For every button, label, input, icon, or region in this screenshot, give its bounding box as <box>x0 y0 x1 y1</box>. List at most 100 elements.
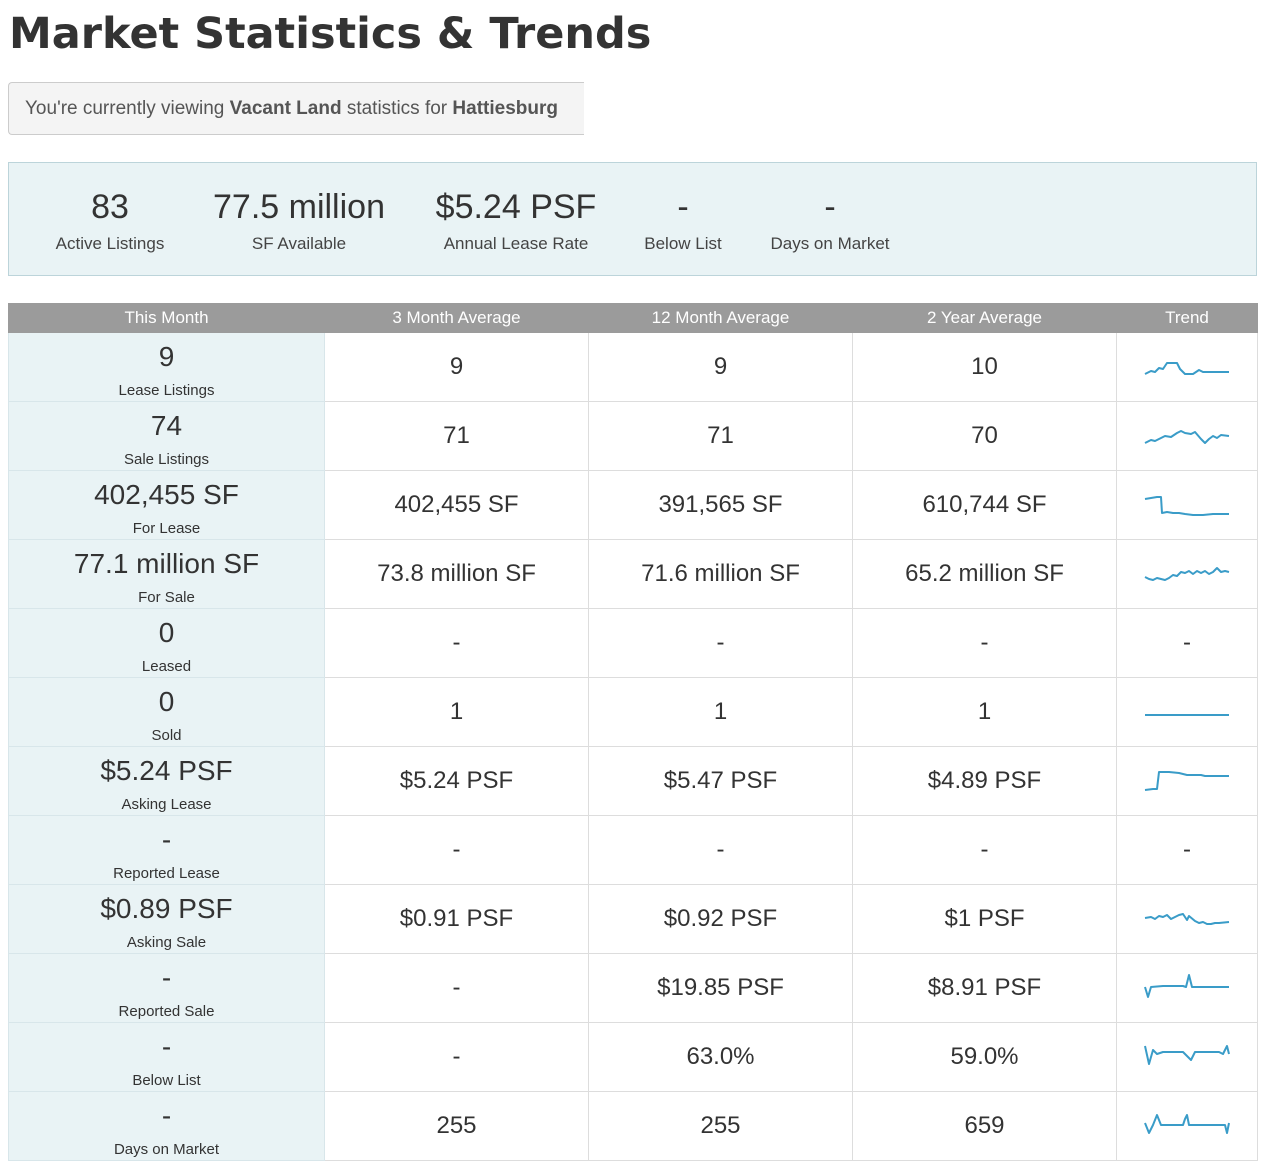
trend-empty: - <box>1183 836 1191 863</box>
average-value: - <box>452 1043 461 1070</box>
twelve-month-average-cell: - <box>588 608 853 678</box>
trend-line <box>1144 567 1230 581</box>
two-year-average-cell: 10 <box>852 332 1117 402</box>
this-month-value: $5.24 PSF <box>100 755 233 786</box>
summary-label: Days on Market <box>770 234 890 253</box>
trend-sparkline <box>1144 430 1230 444</box>
summary-panel: 83 Active Listings 77.5 million SF Avail… <box>8 162 1257 276</box>
this-month-cell: 74 Sale Listings <box>8 401 325 471</box>
three-month-average-cell: 255 <box>324 1091 589 1161</box>
trend-sparkline <box>1144 567 1230 581</box>
this-month-cell: - Reported Lease <box>8 815 325 885</box>
average-value: $8.91 PSF <box>927 974 1042 1001</box>
trend-cell <box>1116 1022 1258 1092</box>
average-value: - <box>716 629 725 656</box>
metric-label: Days on Market <box>113 1141 220 1158</box>
average-value: 1 <box>713 698 728 725</box>
two-year-average-cell: 1 <box>852 677 1117 747</box>
table-row: 402,455 SF For Lease 402,455 SF 391,565 SF 6… <box>8 470 1258 540</box>
twelve-month-average-cell: $19.85 PSF <box>588 953 853 1023</box>
summary-value: $5.24 PSF <box>435 188 597 226</box>
summary-label: SF Available <box>251 234 347 253</box>
stats-table: This Month 3 Month Average 12 Month Aver… <box>8 303 1258 1161</box>
trend-line <box>1144 1114 1230 1134</box>
average-value: $19.85 PSF <box>657 974 784 1001</box>
average-value: 1 <box>977 698 992 725</box>
trend-sparkline <box>1145 714 1229 716</box>
average-value: 73.8 million SF <box>377 560 536 587</box>
this-month-cell: 0 Sold <box>8 677 325 747</box>
metric-label: Below List <box>132 1072 201 1089</box>
table-row: 0 Leased - - - - <box>8 608 1258 678</box>
summary-value: - <box>677 188 689 226</box>
table-row: - Reported Lease - - - - <box>8 815 1258 885</box>
trend-sparkline <box>1144 974 1229 998</box>
trend-cell <box>1116 332 1258 402</box>
three-month-average-cell: - <box>324 608 589 678</box>
table-row: - Days on Market 255 255 659 <box>8 1091 1258 1161</box>
this-month-value: - <box>161 962 172 993</box>
summary-value: - <box>824 188 836 226</box>
trend-cell <box>1116 401 1258 471</box>
this-month-value: 74 <box>150 410 183 441</box>
average-value: $1 PSF <box>944 905 1025 932</box>
viewing-notice: You're currently viewing Vacant Land sta… <box>8 82 584 135</box>
average-value: 65.2 million SF <box>905 560 1064 587</box>
this-month-cell: - Days on Market <box>8 1091 325 1161</box>
trend-cell <box>1116 746 1258 816</box>
trend-cell <box>1116 470 1258 540</box>
average-value: 1 <box>449 698 464 725</box>
average-value: 59.0% <box>950 1043 1019 1070</box>
summary-value: 83 <box>91 188 129 226</box>
metric-label: For Lease <box>132 520 201 537</box>
this-month-cell: 9 Lease Listings <box>8 332 325 402</box>
metric-label: Reported Sale <box>118 1003 215 1020</box>
trend-line <box>1144 1045 1230 1065</box>
two-year-average-cell: - <box>852 608 1117 678</box>
trend-line <box>1144 913 1230 925</box>
average-value: - <box>452 974 461 1001</box>
trend-sparkline <box>1144 496 1229 516</box>
three-month-average-cell: $5.24 PSF <box>324 746 589 816</box>
table-row: - Reported Sale - $19.85 PSF $8.91 PSF <box>8 953 1258 1023</box>
twelve-month-average-cell: 391,565 SF <box>588 470 853 540</box>
average-value: $5.47 PSF <box>663 767 778 794</box>
average-value: $5.24 PSF <box>399 767 514 794</box>
trend-cell: - <box>1116 608 1258 678</box>
two-year-average-cell: 659 <box>852 1091 1117 1161</box>
twelve-month-average-cell: 9 <box>588 332 853 402</box>
twelve-month-average-cell: 255 <box>588 1091 853 1161</box>
twelve-month-average-cell: - <box>588 815 853 885</box>
this-month-value: - <box>161 824 172 855</box>
average-value: 402,455 SF <box>394 491 519 518</box>
table-row: $0.89 PSF Asking Sale $0.91 PSF $0.92 PSF $1… <box>8 884 1258 954</box>
three-month-average-cell: 73.8 million SF <box>324 539 589 609</box>
average-value: 659 <box>964 1112 1005 1139</box>
metric-label: Lease Listings <box>118 382 215 399</box>
this-month-value: - <box>161 1100 172 1131</box>
average-value: 63.0% <box>686 1043 755 1070</box>
average-value: - <box>452 629 461 656</box>
three-month-average-cell: 71 <box>324 401 589 471</box>
table-row: 9 Lease Listings 9 9 10 <box>8 332 1258 402</box>
metric-label: Asking Sale <box>126 934 207 951</box>
trend-line <box>1144 496 1229 516</box>
two-year-average-cell: $8.91 PSF <box>852 953 1117 1023</box>
twelve-month-average-cell: 63.0% <box>588 1022 853 1092</box>
three-month-average-cell: 9 <box>324 332 589 402</box>
average-value: 391,565 SF <box>658 491 783 518</box>
three-month-average-cell: - <box>324 1022 589 1092</box>
average-value: 71 <box>443 422 470 449</box>
average-value: 610,744 SF <box>922 491 1047 518</box>
three-month-average-cell: 1 <box>324 677 589 747</box>
this-month-cell: 0 Leased <box>8 608 325 678</box>
trend-empty: - <box>1183 629 1191 656</box>
table-row: 74 Sale Listings 71 71 70 <box>8 401 1258 471</box>
average-value: 9 <box>449 353 464 380</box>
two-year-average-cell: 65.2 million SF <box>852 539 1117 609</box>
this-month-cell: - Below List <box>8 1022 325 1092</box>
metric-label: Leased <box>141 658 192 675</box>
table-row: 77.1 million SF For Sale 73.8 million SF 71… <box>8 539 1258 609</box>
this-month-value: 0 <box>158 617 175 648</box>
three-month-average-cell: - <box>324 815 589 885</box>
